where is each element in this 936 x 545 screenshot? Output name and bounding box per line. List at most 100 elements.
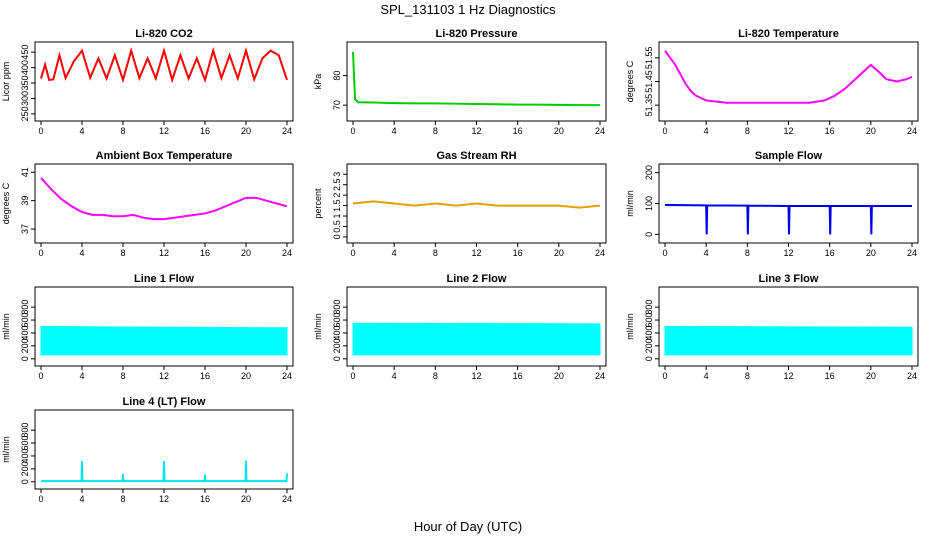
y-tick-label: 3 [332,172,342,177]
x-tick-label: 4 [79,126,84,136]
y-tick-label: 200 [20,461,30,476]
panel-title: Li-820 CO2 [135,28,192,40]
y-tick-label: 450 [20,45,30,60]
y-axis-label: ml/min [625,190,635,217]
y-tick-label: 200 [20,338,30,353]
y-tick-label: 200 [644,338,654,353]
x-tick-label: 4 [704,371,709,381]
y-tick-label: 800 [332,300,342,315]
x-tick-label: 24 [595,126,605,136]
panel-title: Line 2 Flow [447,273,507,285]
panel-title: Gas Stream RH [436,150,516,162]
x-tick-label: 20 [866,248,876,258]
x-tick-label: 16 [200,494,210,504]
x-tick-label: 24 [282,494,292,504]
x-tick-label: 8 [120,494,125,504]
y-tick-label: 0 [332,356,342,361]
x-tick-label: 20 [866,126,876,136]
y-tick-label: 37 [20,224,30,234]
y-tick-label: 0 [644,232,654,237]
panel-title: Line 4 (LT) Flow [123,396,206,408]
x-tick-label: 20 [554,371,564,381]
x-tick-label: 4 [704,248,709,258]
y-tick-label: 0 [20,479,30,484]
panel-4: Ambient Box Temperature degrees C 0 4 8 12 16 2… [1,150,294,258]
panel-2: Li-820 Pressure kPa 0 4 8 12 16 20 24 70 80 [313,28,607,136]
x-tick-label: 12 [783,371,793,381]
y-tick-label: 400 [20,325,30,340]
series-line [352,51,600,107]
panel-7: Line 1 Flow ml/min 0 4 8 12 16 20 24 0 20040060080… [1,273,294,381]
y-axis-label: degrees C [625,60,635,102]
x-tick-label: 20 [554,248,564,258]
series-line [664,204,912,235]
y-tick-label: 0 [332,234,342,239]
x-tick-label: 24 [595,371,605,381]
y-axis-label: ml/min [313,313,323,340]
x-tick-label: 16 [513,371,523,381]
panel-title: Line 3 Flow [759,273,819,285]
x-tick-label: 0 [38,126,43,136]
y-tick-label: 600 [332,313,342,328]
y-tick-label: 400 [20,448,30,463]
y-tick-label: 600 [644,313,654,328]
y-axis-label: ml/min [1,313,11,340]
panel-title: Line 1 Flow [134,273,194,285]
x-tick-label: 12 [471,248,481,258]
series-band [664,325,913,356]
y-tick-label: 200 [332,338,342,353]
x-tick-label: 12 [783,126,793,136]
x-tick-label: 16 [200,371,210,381]
y-tick-label: 51.35 [644,94,654,117]
x-tick-label: 8 [433,126,438,136]
panel-3: Li-820 Temperature degrees C 0 4 8 12 16 20 24 51… [625,28,919,136]
y-tick-label: 400 [332,325,342,340]
y-tick-label: 800 [20,300,30,315]
y-tick-label: 39 [20,196,30,206]
series-line [41,460,288,483]
y-tick-label: 800 [644,300,654,315]
x-tick-label: 16 [825,248,835,258]
x-tick-label: 4 [392,248,397,258]
panel-9: Line 3 Flow ml/min 0 4 8 12 16 20 24 0 20040060080… [625,273,919,381]
y-tick-label: 1.5 [332,199,342,212]
x-tick-label: 8 [120,371,125,381]
x-tick-label: 20 [554,126,564,136]
figure-title: SPL_131103 1 Hz Diagnostics [380,2,556,17]
x-tick-label: 8 [120,248,125,258]
x-tick-label: 8 [120,126,125,136]
y-tick-label: 250 [20,106,30,121]
y-tick-label: 1 [332,214,342,219]
x-tick-label: 8 [745,248,750,258]
y-tick-label: 51.55 [644,47,654,70]
panel-title: Li-820 Temperature [738,28,839,40]
x-tick-label: 4 [392,126,397,136]
x-tick-label: 4 [79,371,84,381]
x-tick-label: 24 [595,248,605,258]
panel-title: Ambient Box Temperature [96,150,233,162]
x-tick-label: 12 [159,494,169,504]
x-tick-label: 0 [38,248,43,258]
x-tick-label: 8 [745,371,750,381]
panel-title: Sample Flow [755,150,823,162]
y-tick-label: 2.5 [332,178,342,191]
x-tick-label: 24 [907,371,917,381]
x-tick-label: 12 [471,126,481,136]
y-tick-label: 600 [20,313,30,328]
x-tick-label: 24 [282,371,292,381]
y-axis-label: percent [313,188,323,219]
series-line [40,47,288,84]
y-tick-label: 70 [332,100,342,110]
series-line [664,50,913,104]
x-tick-label: 12 [159,371,169,381]
x-tick-label: 4 [79,494,84,504]
x-tick-label: 8 [433,371,438,381]
x-tick-label: 4 [392,371,397,381]
x-tick-label: 0 [662,126,667,136]
x-tick-label: 0 [350,248,355,258]
panel-10: Line 4 (LT) Flow ml/min 0 4 8 12 16 20 24 0 200400… [1,396,294,504]
x-tick-label: 4 [704,126,709,136]
x-tick-label: 24 [907,126,917,136]
